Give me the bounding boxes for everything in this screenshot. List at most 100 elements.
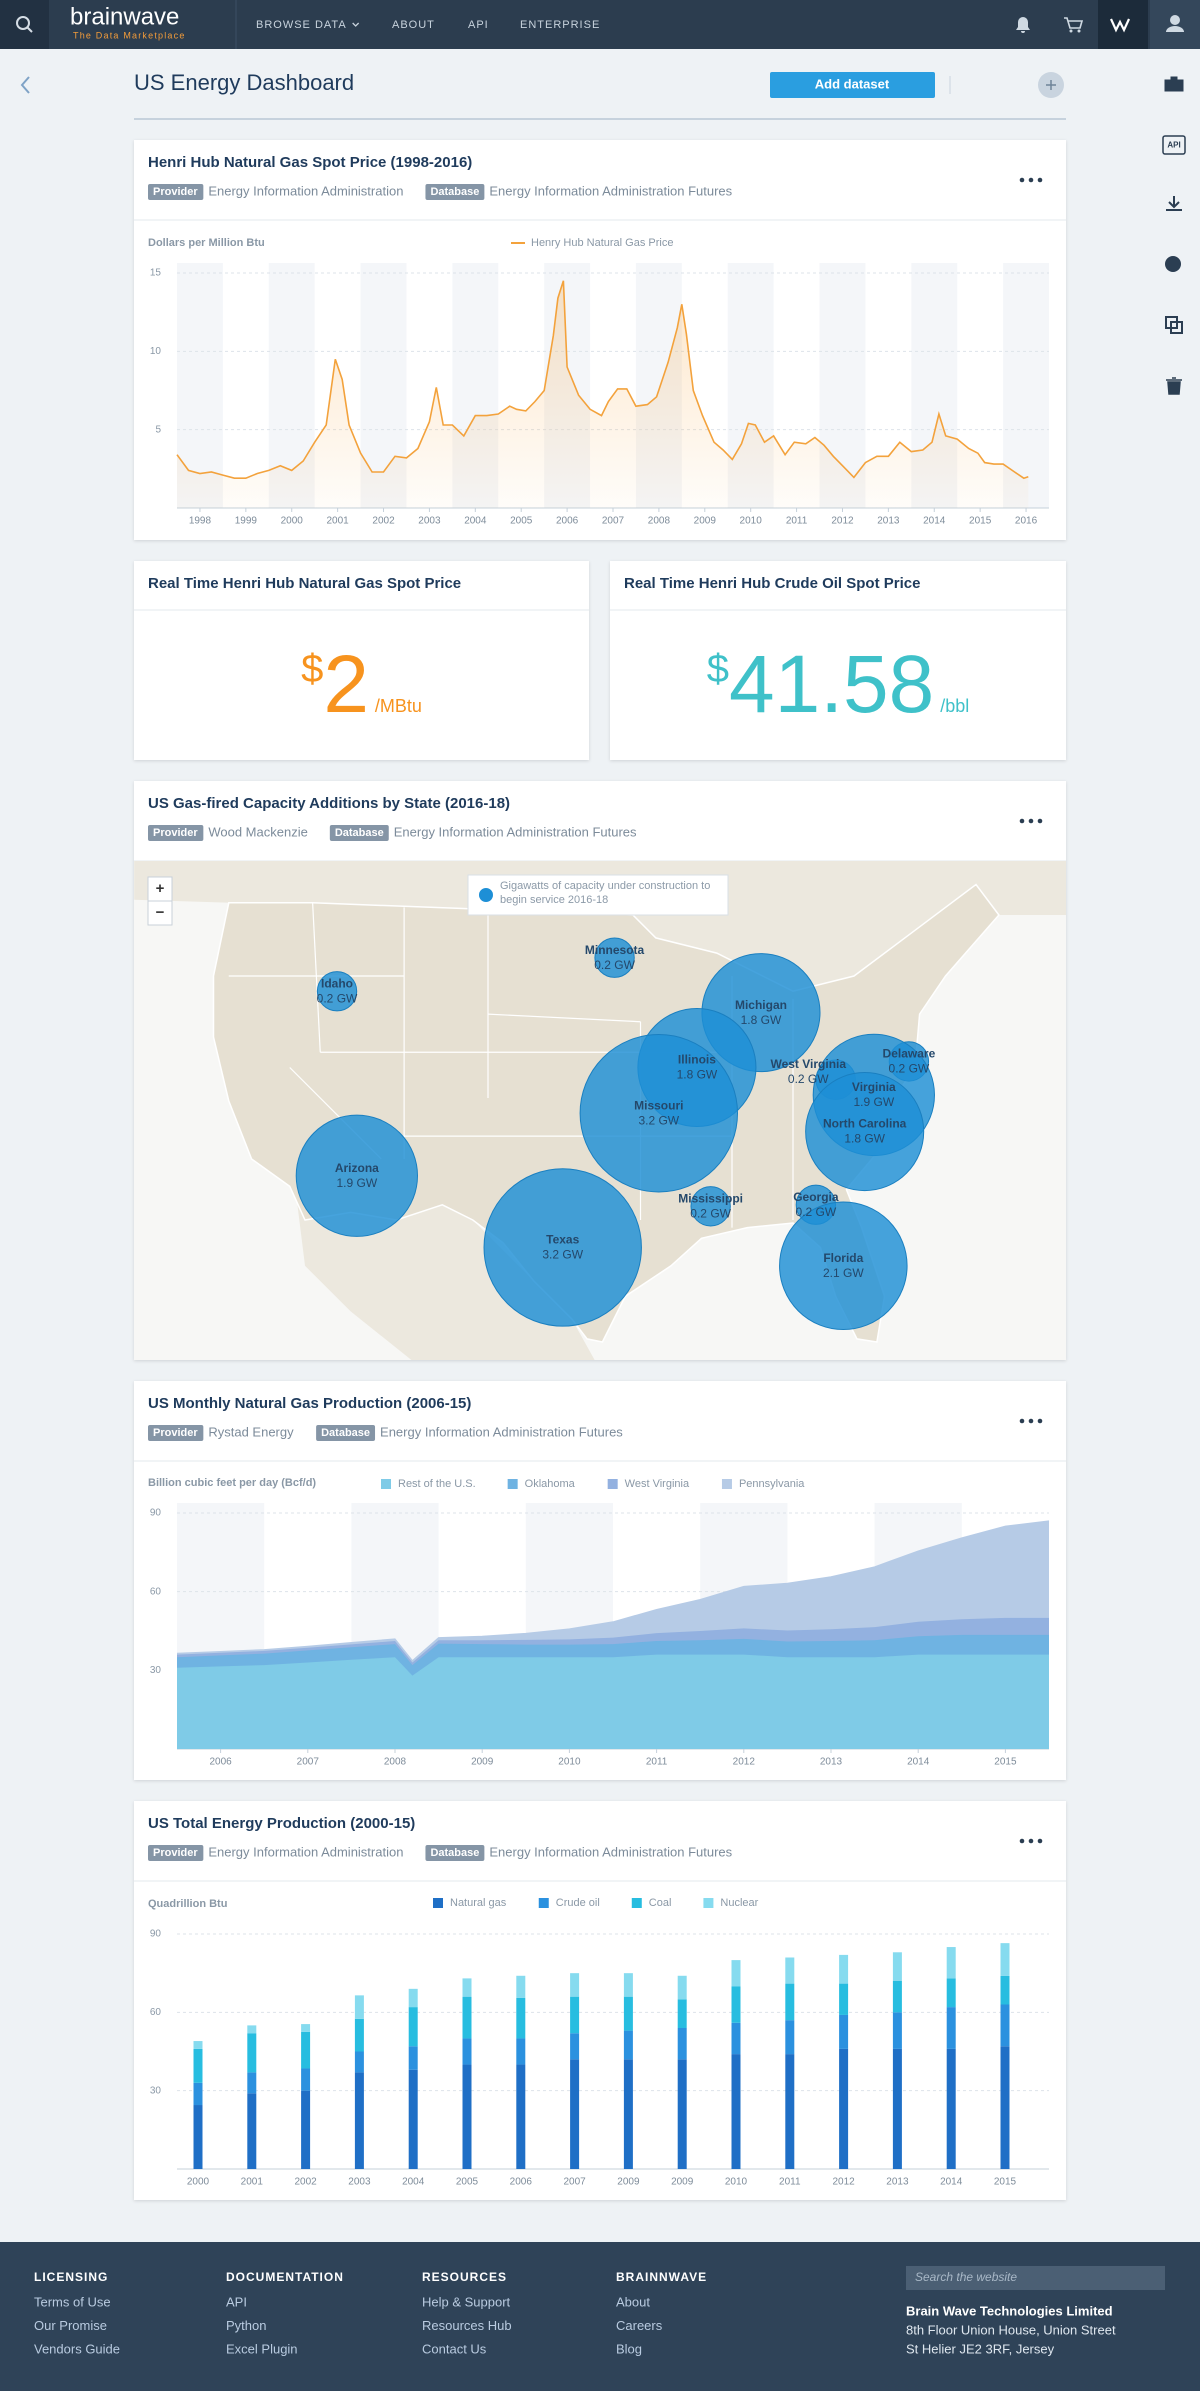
x-tick-label: 2010 bbox=[558, 1757, 581, 1768]
bubble[interactable] bbox=[483, 1168, 642, 1327]
bar-segment bbox=[1000, 1975, 1010, 2005]
plus-icon bbox=[1046, 80, 1056, 90]
badge-bg bbox=[148, 184, 204, 200]
bubble-value: 1.8 GW bbox=[844, 1132, 885, 1146]
badge-value: Energy Information Administration Future… bbox=[489, 1844, 732, 1859]
bubble[interactable] bbox=[316, 971, 358, 1012]
x-tick-label: 2008 bbox=[384, 1757, 407, 1768]
search-button[interactable] bbox=[0, 0, 49, 49]
footer-heading: DOCUMENTATION bbox=[226, 2270, 344, 2284]
caret bbox=[352, 22, 360, 27]
menu-dot[interactable] bbox=[1028, 1838, 1034, 1844]
badge-bg bbox=[316, 1425, 376, 1441]
y-axis-label: Billion cubic feet per day (Bcf/d) bbox=[148, 1477, 316, 1489]
bubble-name: Texas bbox=[546, 1233, 579, 1247]
brand-button[interactable] bbox=[1098, 0, 1148, 49]
bubble[interactable] bbox=[594, 937, 635, 978]
footer-link[interactable]: Blog bbox=[616, 2341, 642, 2356]
company-name: Brain Wave Technologies Limited bbox=[906, 2303, 1113, 2318]
x-tick-label: 2011 bbox=[786, 516, 808, 527]
bar-segment bbox=[462, 2064, 472, 2169]
menu-dot[interactable] bbox=[1037, 1418, 1043, 1424]
footer-link[interactable]: Excel Plugin bbox=[226, 2341, 298, 2356]
menu-dot[interactable] bbox=[1019, 1418, 1025, 1424]
api-icon[interactable] bbox=[1162, 135, 1186, 155]
nav-item[interactable]: BROWSE DATA bbox=[256, 19, 347, 31]
y-tick-label: 90 bbox=[150, 1508, 162, 1519]
bar-segment bbox=[193, 2082, 203, 2106]
menu-dot[interactable] bbox=[1028, 1418, 1034, 1424]
footer-link[interactable]: About bbox=[616, 2294, 650, 2309]
badge: Provider bbox=[153, 827, 198, 839]
badge: Provider bbox=[153, 1847, 198, 1859]
bar-segment bbox=[1000, 1943, 1010, 1976]
menu-dot[interactable] bbox=[1028, 818, 1034, 824]
menu-dot[interactable] bbox=[1037, 818, 1043, 824]
x-tick-label: 2002 bbox=[294, 2177, 317, 2188]
download-icon[interactable] bbox=[1166, 196, 1182, 211]
bar-segment bbox=[408, 2046, 418, 2070]
menu-dot[interactable] bbox=[1037, 177, 1043, 183]
search-input[interactable] bbox=[906, 2266, 1165, 2290]
menu-dot[interactable] bbox=[1019, 177, 1025, 183]
footer-link[interactable]: Help & Support bbox=[422, 2294, 511, 2309]
menu-dot[interactable] bbox=[1019, 1838, 1025, 1844]
add-dataset-button[interactable] bbox=[770, 72, 935, 98]
nav-item[interactable]: API bbox=[468, 19, 489, 31]
footer-link[interactable]: Our Promise bbox=[34, 2318, 107, 2333]
bar-segment bbox=[946, 1947, 956, 1979]
menu-dot[interactable] bbox=[1019, 818, 1025, 824]
x-tick-label: 2007 bbox=[297, 1757, 320, 1768]
area bbox=[177, 1634, 1049, 1676]
footer-link[interactable]: Contact Us bbox=[422, 2341, 487, 2356]
nav-item[interactable]: ABOUT bbox=[392, 19, 435, 31]
x-tick-label: 2003 bbox=[348, 2177, 371, 2188]
bubble[interactable] bbox=[690, 1186, 731, 1227]
bar-segment bbox=[677, 2028, 687, 2060]
bar-segment bbox=[408, 2069, 418, 2169]
bubble-name: Illinois bbox=[678, 1053, 716, 1067]
back-arrow[interactable] bbox=[20, 76, 30, 94]
bar-segment bbox=[462, 1978, 472, 1997]
zoom-label: − bbox=[156, 904, 165, 921]
copy-icon[interactable] bbox=[1165, 316, 1183, 334]
area bbox=[177, 1520, 1049, 1663]
bubble[interactable] bbox=[295, 1114, 418, 1237]
zoom-button[interactable] bbox=[147, 900, 173, 926]
footer-link[interactable]: Vendors Guide bbox=[34, 2341, 120, 2356]
bar-segment bbox=[731, 1960, 741, 1987]
footer-link[interactable]: Careers bbox=[616, 2318, 663, 2333]
menu-dot[interactable] bbox=[1028, 177, 1034, 183]
briefcase-icon[interactable] bbox=[1164, 76, 1184, 92]
cart-icon[interactable] bbox=[1064, 17, 1084, 29]
kpi-unit: /bbl bbox=[940, 696, 969, 716]
page-title: US Energy Dashboard bbox=[134, 70, 354, 95]
menu-dot[interactable] bbox=[1037, 1838, 1043, 1844]
badge-bg bbox=[425, 1845, 485, 1861]
y-tick-label: 15 bbox=[150, 268, 162, 279]
bar-segment bbox=[570, 1973, 580, 1997]
logo[interactable]: brainwave bbox=[70, 3, 179, 30]
bar-segment bbox=[623, 2030, 633, 2060]
badge-bg bbox=[148, 825, 204, 841]
bubble-name: Minnesota bbox=[585, 943, 645, 957]
footer-link[interactable]: API bbox=[226, 2294, 247, 2309]
bell-icon[interactable] bbox=[1016, 17, 1030, 33]
y-tick-label: 90 bbox=[150, 1929, 162, 1940]
area-edge bbox=[176, 1520, 1050, 1662]
zoom-button[interactable] bbox=[147, 876, 173, 902]
footer-link[interactable]: Python bbox=[226, 2318, 266, 2333]
badge-bg bbox=[329, 825, 389, 841]
nav-item[interactable]: ENTERPRISE bbox=[520, 19, 600, 31]
footer-link[interactable]: Resources Hub bbox=[422, 2318, 512, 2333]
globe-icon[interactable] bbox=[1165, 256, 1181, 272]
bubble-name: West Virginia bbox=[770, 1057, 846, 1071]
bar-segment bbox=[462, 2038, 472, 2065]
trash-icon[interactable] bbox=[1166, 377, 1182, 395]
bar-segment bbox=[193, 2105, 203, 2169]
bubble[interactable] bbox=[805, 1072, 925, 1192]
x-tick-label: 2011 bbox=[646, 1757, 668, 1768]
bubble[interactable] bbox=[779, 1201, 908, 1331]
bubble[interactable] bbox=[579, 1034, 739, 1193]
footer-link[interactable]: Terms of Use bbox=[34, 2294, 111, 2309]
